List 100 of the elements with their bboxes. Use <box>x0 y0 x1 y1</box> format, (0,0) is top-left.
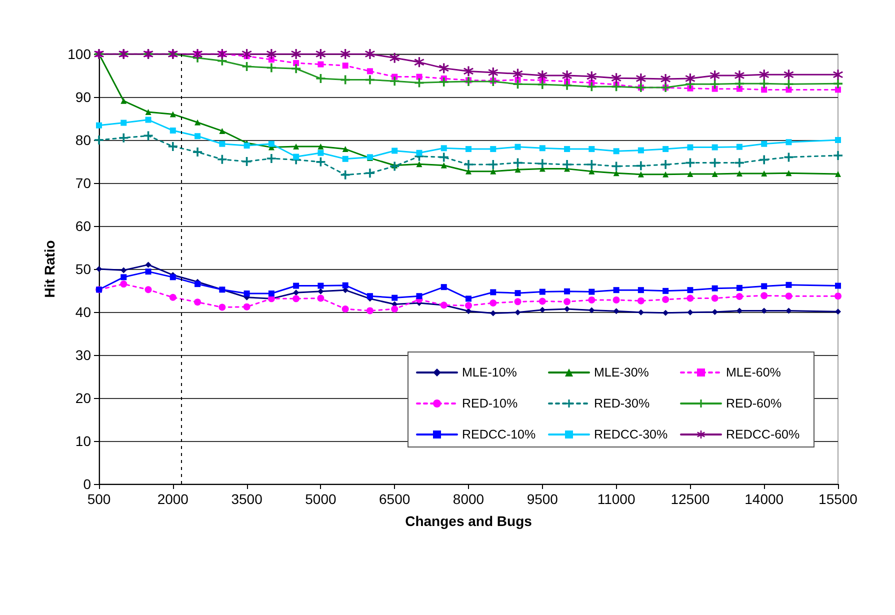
point <box>243 303 250 310</box>
point <box>834 79 842 88</box>
point <box>588 296 596 304</box>
point <box>488 67 498 78</box>
point <box>514 290 521 296</box>
point <box>513 80 522 89</box>
legend-label: REDCC-30% <box>594 428 668 442</box>
point <box>611 73 622 84</box>
point <box>490 289 496 296</box>
point <box>390 162 400 171</box>
point <box>440 145 447 152</box>
point <box>170 128 176 134</box>
point <box>613 148 620 154</box>
point <box>170 111 176 118</box>
point <box>786 170 792 176</box>
y-tick-label: 0 <box>83 476 92 492</box>
point <box>194 119 201 126</box>
point <box>169 294 176 301</box>
point <box>293 282 300 289</box>
point <box>538 159 547 168</box>
x-tick-label: 9500 <box>526 491 558 507</box>
point <box>834 150 842 160</box>
point <box>539 145 546 152</box>
point <box>835 170 841 177</box>
point <box>244 142 250 149</box>
point <box>587 160 596 170</box>
point <box>416 161 422 168</box>
point <box>636 74 646 84</box>
point <box>292 295 300 302</box>
point <box>588 307 595 314</box>
point <box>834 292 842 300</box>
point <box>219 128 226 134</box>
point <box>613 287 620 294</box>
point <box>638 147 644 154</box>
point <box>612 296 620 304</box>
point <box>660 74 671 84</box>
point <box>835 308 841 315</box>
point <box>759 70 770 80</box>
point <box>120 120 127 126</box>
y-tick-label: 50 <box>75 261 92 277</box>
point <box>687 144 694 150</box>
legend-label: MLE-30% <box>594 366 649 380</box>
point <box>194 298 202 306</box>
point <box>242 49 252 59</box>
point <box>340 49 350 59</box>
point <box>439 77 448 86</box>
point <box>490 310 496 316</box>
legend-label: MLE-60% <box>726 366 781 380</box>
point <box>637 297 644 304</box>
point <box>318 143 324 150</box>
point <box>439 152 448 162</box>
y-tick-label: 100 <box>68 46 92 62</box>
point <box>266 49 276 59</box>
point <box>662 288 669 294</box>
point <box>514 166 521 173</box>
point <box>464 160 473 170</box>
point <box>638 287 644 294</box>
point <box>564 146 570 152</box>
point <box>712 144 718 150</box>
point <box>317 294 324 302</box>
legend-label: RED-10% <box>462 396 518 410</box>
point <box>736 170 742 177</box>
point <box>588 146 595 152</box>
point <box>416 74 422 80</box>
y-tick-label: 80 <box>75 132 92 148</box>
point <box>120 98 127 104</box>
x-tick-label: 6500 <box>379 491 410 507</box>
point <box>488 77 498 86</box>
point <box>760 79 769 88</box>
point <box>120 267 127 274</box>
point <box>416 293 422 300</box>
point <box>193 148 202 157</box>
point <box>318 61 324 68</box>
point <box>145 262 152 268</box>
y-tick-label: 90 <box>75 89 92 105</box>
point <box>293 154 300 160</box>
legend-label: RED-60% <box>726 396 782 410</box>
point <box>266 63 276 72</box>
point <box>710 80 720 89</box>
point <box>833 70 843 80</box>
point <box>466 296 472 302</box>
point <box>761 140 768 147</box>
point <box>613 308 620 314</box>
point <box>244 290 250 297</box>
legend-label: REDCC-60% <box>726 428 800 442</box>
point <box>687 287 694 294</box>
point <box>464 77 473 86</box>
point <box>168 142 178 151</box>
point <box>538 298 546 305</box>
point <box>120 280 128 288</box>
point <box>392 148 398 154</box>
point <box>686 294 694 302</box>
point <box>835 86 841 93</box>
point <box>588 288 595 295</box>
y-tick-label: 30 <box>75 347 92 363</box>
point <box>342 62 348 69</box>
point <box>736 144 742 150</box>
point <box>268 290 274 297</box>
point <box>293 290 300 296</box>
point <box>364 49 375 59</box>
